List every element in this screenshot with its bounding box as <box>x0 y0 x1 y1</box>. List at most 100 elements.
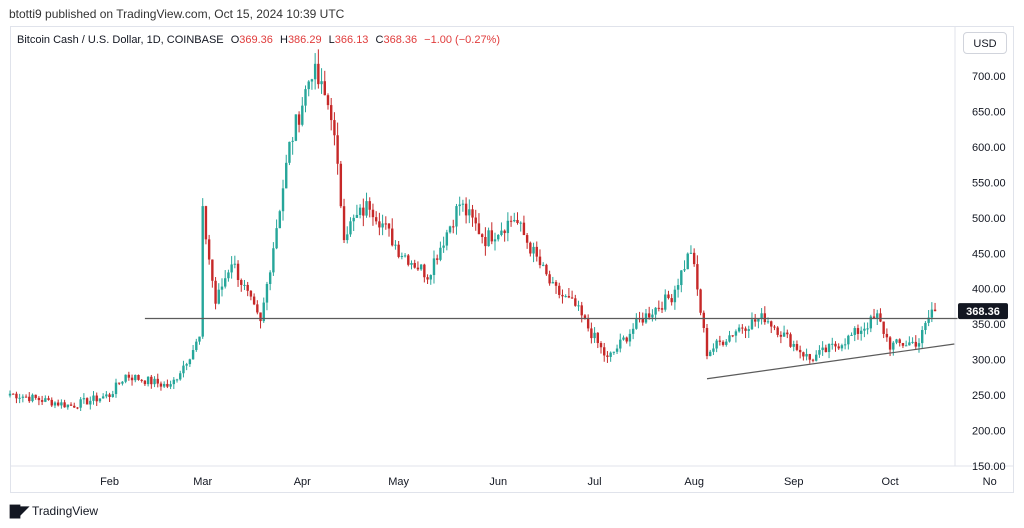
time-tick-label: Mar <box>193 476 212 488</box>
candle <box>757 318 760 329</box>
currency-button[interactable]: USD <box>963 32 1007 54</box>
candle <box>108 392 111 402</box>
candle <box>879 308 882 323</box>
candle <box>619 333 622 353</box>
candle <box>847 334 850 350</box>
candle <box>872 308 876 319</box>
candle <box>448 225 452 234</box>
candle <box>471 204 474 227</box>
candle <box>211 259 214 288</box>
price-tick-label: 450.00 <box>972 248 1006 260</box>
candle <box>419 263 423 271</box>
candle <box>285 154 288 189</box>
candle <box>725 338 728 347</box>
candle <box>782 325 786 337</box>
candle <box>924 321 927 335</box>
candle <box>615 344 619 355</box>
candle <box>715 338 718 353</box>
candle <box>497 234 500 242</box>
candle <box>731 335 734 338</box>
candle <box>506 212 510 242</box>
candle <box>628 329 632 347</box>
candle <box>56 399 60 407</box>
candle <box>297 111 301 133</box>
candle <box>220 278 224 297</box>
candle <box>917 338 921 353</box>
drawings-layer <box>144 317 958 380</box>
candle <box>320 68 323 94</box>
candle <box>60 399 63 409</box>
candle <box>217 283 220 305</box>
last-price-label: 368.36 <box>966 306 1000 318</box>
candle <box>901 342 905 349</box>
candle <box>85 397 89 405</box>
candle <box>702 310 705 333</box>
candle <box>911 337 914 344</box>
candle <box>680 270 683 293</box>
candle <box>82 393 86 404</box>
candle <box>179 370 182 381</box>
candle <box>262 297 265 323</box>
candle <box>288 141 291 166</box>
candle <box>272 242 275 276</box>
candle <box>657 300 661 312</box>
candle <box>346 226 349 244</box>
candle <box>156 373 159 388</box>
candle <box>554 280 558 294</box>
candle <box>313 53 317 90</box>
open-label: O <box>230 34 240 46</box>
candle <box>291 137 294 155</box>
candle <box>590 322 593 344</box>
candle <box>73 402 76 409</box>
candle <box>580 301 583 323</box>
candle <box>484 227 487 256</box>
candle <box>429 274 432 285</box>
candle <box>474 209 477 231</box>
candle <box>792 340 795 352</box>
time-tick-label: Jun <box>489 476 507 488</box>
candle <box>294 114 298 142</box>
candle <box>747 325 750 338</box>
candle <box>416 261 420 271</box>
price-tick-label: 550.00 <box>972 177 1006 189</box>
candle <box>236 260 240 287</box>
candle <box>834 341 837 352</box>
candle <box>69 402 73 406</box>
candle <box>750 312 754 331</box>
candle <box>692 248 696 267</box>
high-label: H <box>279 34 288 46</box>
candle <box>442 236 445 253</box>
candle <box>365 192 368 218</box>
open-value: 369.36 <box>239 34 273 46</box>
candle <box>859 326 863 341</box>
candle <box>137 374 140 381</box>
candle <box>150 374 153 389</box>
candle <box>596 332 599 349</box>
candle <box>647 306 651 320</box>
candle <box>795 340 799 352</box>
candle <box>76 407 79 410</box>
price-tick-label: 200.00 <box>972 426 1006 438</box>
candle <box>387 223 391 237</box>
low-value: 366.13 <box>334 34 369 46</box>
candle <box>435 254 439 265</box>
candle <box>146 376 150 387</box>
support-trend-line[interactable] <box>706 343 955 380</box>
candle <box>362 198 365 227</box>
candle <box>339 160 343 209</box>
candle <box>413 259 416 269</box>
candle <box>79 397 82 412</box>
candle <box>426 274 429 284</box>
candle <box>487 227 490 247</box>
candle <box>477 213 481 235</box>
candle <box>586 314 590 332</box>
candle <box>545 263 548 276</box>
price-tick-label: 350.00 <box>972 319 1006 331</box>
low-label: L <box>328 34 335 46</box>
candle <box>779 331 783 344</box>
candle <box>548 270 551 286</box>
candle <box>664 289 667 312</box>
candle <box>853 326 856 342</box>
candle <box>12 393 15 395</box>
